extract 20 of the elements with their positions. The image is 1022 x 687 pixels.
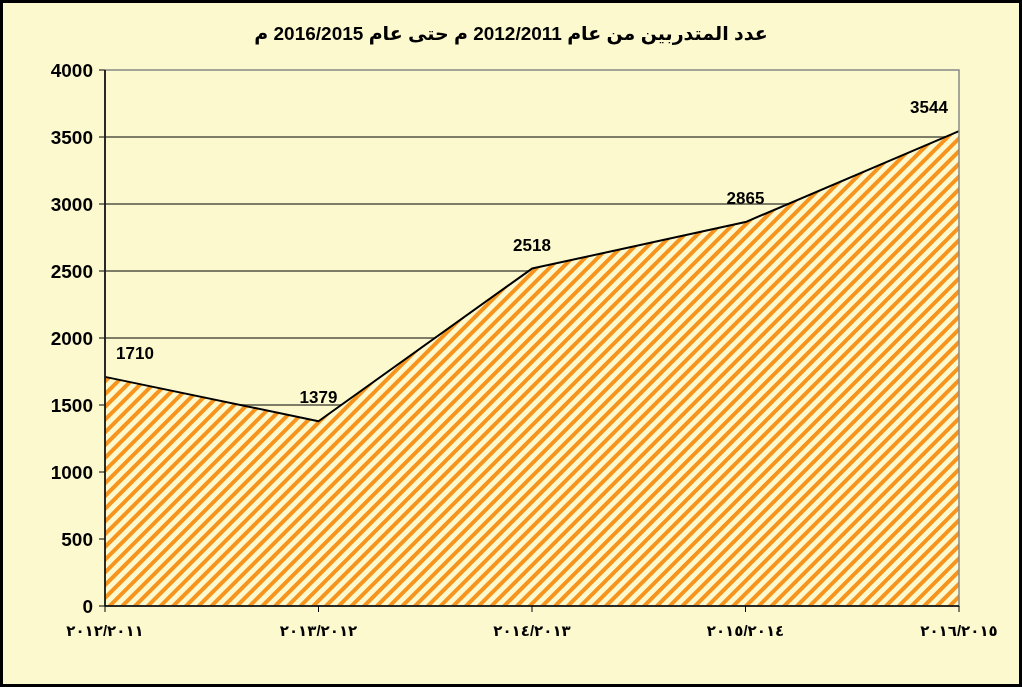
data-label: 1710: [116, 343, 154, 363]
data-label: 2865: [726, 189, 765, 209]
y-tick-label: 4000: [50, 60, 93, 81]
y-tick-label: 3000: [50, 194, 93, 215]
y-tick-label: 2500: [50, 261, 93, 282]
y-tick-label: 500: [61, 529, 93, 550]
y-tick-label: 1500: [50, 395, 93, 416]
x-tick-label: ٢٠١٦/٢٠١٥: [920, 622, 998, 639]
data-label: 1379: [299, 388, 338, 408]
x-tick-label: ٢٠١٤/٢٠١٣: [493, 622, 571, 639]
y-tick-label: 0: [82, 596, 93, 617]
x-tick-label: ٢٠١٥/٢٠١٤: [706, 622, 785, 639]
y-tick-label: 1000: [50, 462, 93, 483]
y-tick-label: 3500: [50, 127, 93, 148]
x-tick-label: ٢٠١٣/٢٠١٢: [279, 622, 358, 639]
data-label: 2518: [513, 235, 551, 255]
data-label: 3544: [910, 98, 949, 118]
title: عدد المتدربين من عام 2012/2011 م حتى عام 2016/2015 م: [254, 23, 768, 44]
x-tick-label: ٢٠١٢/٢٠١١: [66, 622, 144, 639]
y-tick-label: 2000: [50, 328, 93, 349]
